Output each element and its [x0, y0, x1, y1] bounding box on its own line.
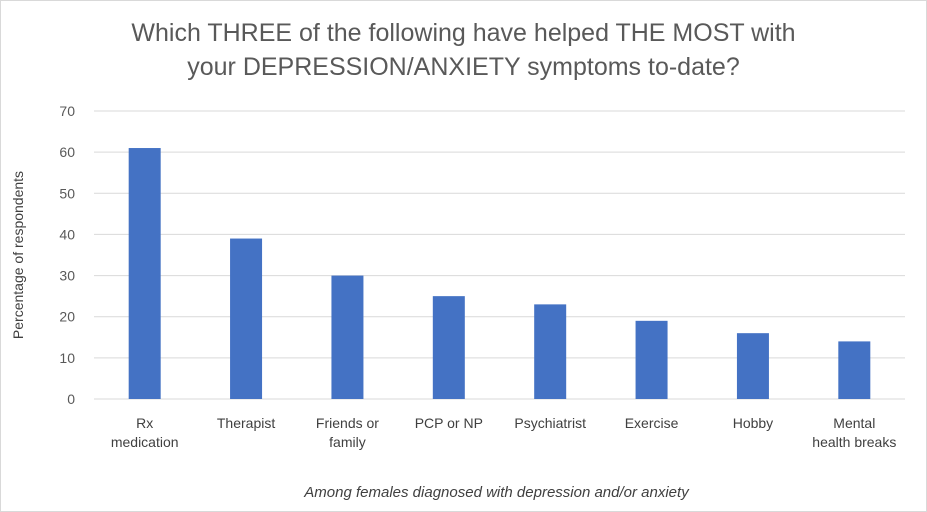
y-axis-ticks: 0 10 20 30 40 50 60 70: [59, 103, 75, 407]
bar: [331, 275, 364, 399]
x-category-label-line: Exercise: [625, 415, 679, 431]
x-category-label-line: Rx: [136, 415, 153, 431]
bar: [128, 148, 161, 399]
x-category-label: PCP or NP: [415, 415, 483, 431]
x-axis-categories: Rx medication Therapist Friends or family PCP…: [111, 415, 897, 450]
x-category-label-line: family: [329, 434, 366, 450]
y-tick-label: 20: [59, 309, 75, 325]
x-category-label-line: Therapist: [217, 415, 275, 431]
x-category-label-line: Psychiatrist: [514, 415, 586, 431]
y-tick-label: 40: [59, 226, 75, 242]
bar: [838, 341, 871, 399]
bar: [230, 238, 263, 399]
bar: [736, 333, 769, 399]
y-tick-label: 60: [59, 144, 75, 160]
x-category-label-line: Hobby: [733, 415, 773, 431]
y-tick-label: 0: [67, 391, 75, 407]
x-category-label-line: medication: [111, 434, 179, 450]
x-category-label-line: PCP or NP: [415, 415, 483, 431]
bar: [635, 320, 668, 399]
x-category-label-line: Mental: [833, 415, 875, 431]
y-tick-label: 50: [59, 185, 75, 201]
bars: [128, 148, 871, 399]
x-category-label: Rx medication: [111, 415, 179, 450]
y-tick-label: 30: [59, 268, 75, 284]
bar: [534, 304, 567, 399]
y-tick-label: 70: [59, 103, 75, 119]
x-category-label-line: health breaks: [812, 434, 896, 450]
x-category-label: Friends or family: [316, 415, 379, 450]
x-category-label: Exercise: [625, 415, 679, 431]
chart-title-line-2: your DEPRESSION/ANXIETY symptoms to-date…: [187, 53, 740, 81]
x-category-label: Mental health breaks: [812, 415, 896, 450]
x-category-label: Therapist: [217, 415, 275, 431]
x-category-label-line: Friends or: [316, 415, 379, 431]
chart-title: Which THREE of the following have helped…: [0, 16, 927, 84]
x-axis-label: Among females diagnosed with depression …: [304, 484, 689, 501]
gridlines: [94, 110, 905, 400]
chart-title-line-1: Which THREE of the following have helped…: [131, 19, 796, 47]
x-category-label: Psychiatrist: [514, 415, 586, 431]
x-category-label: Hobby: [733, 415, 773, 431]
y-tick-label: 10: [59, 350, 75, 366]
bar: [432, 296, 465, 399]
